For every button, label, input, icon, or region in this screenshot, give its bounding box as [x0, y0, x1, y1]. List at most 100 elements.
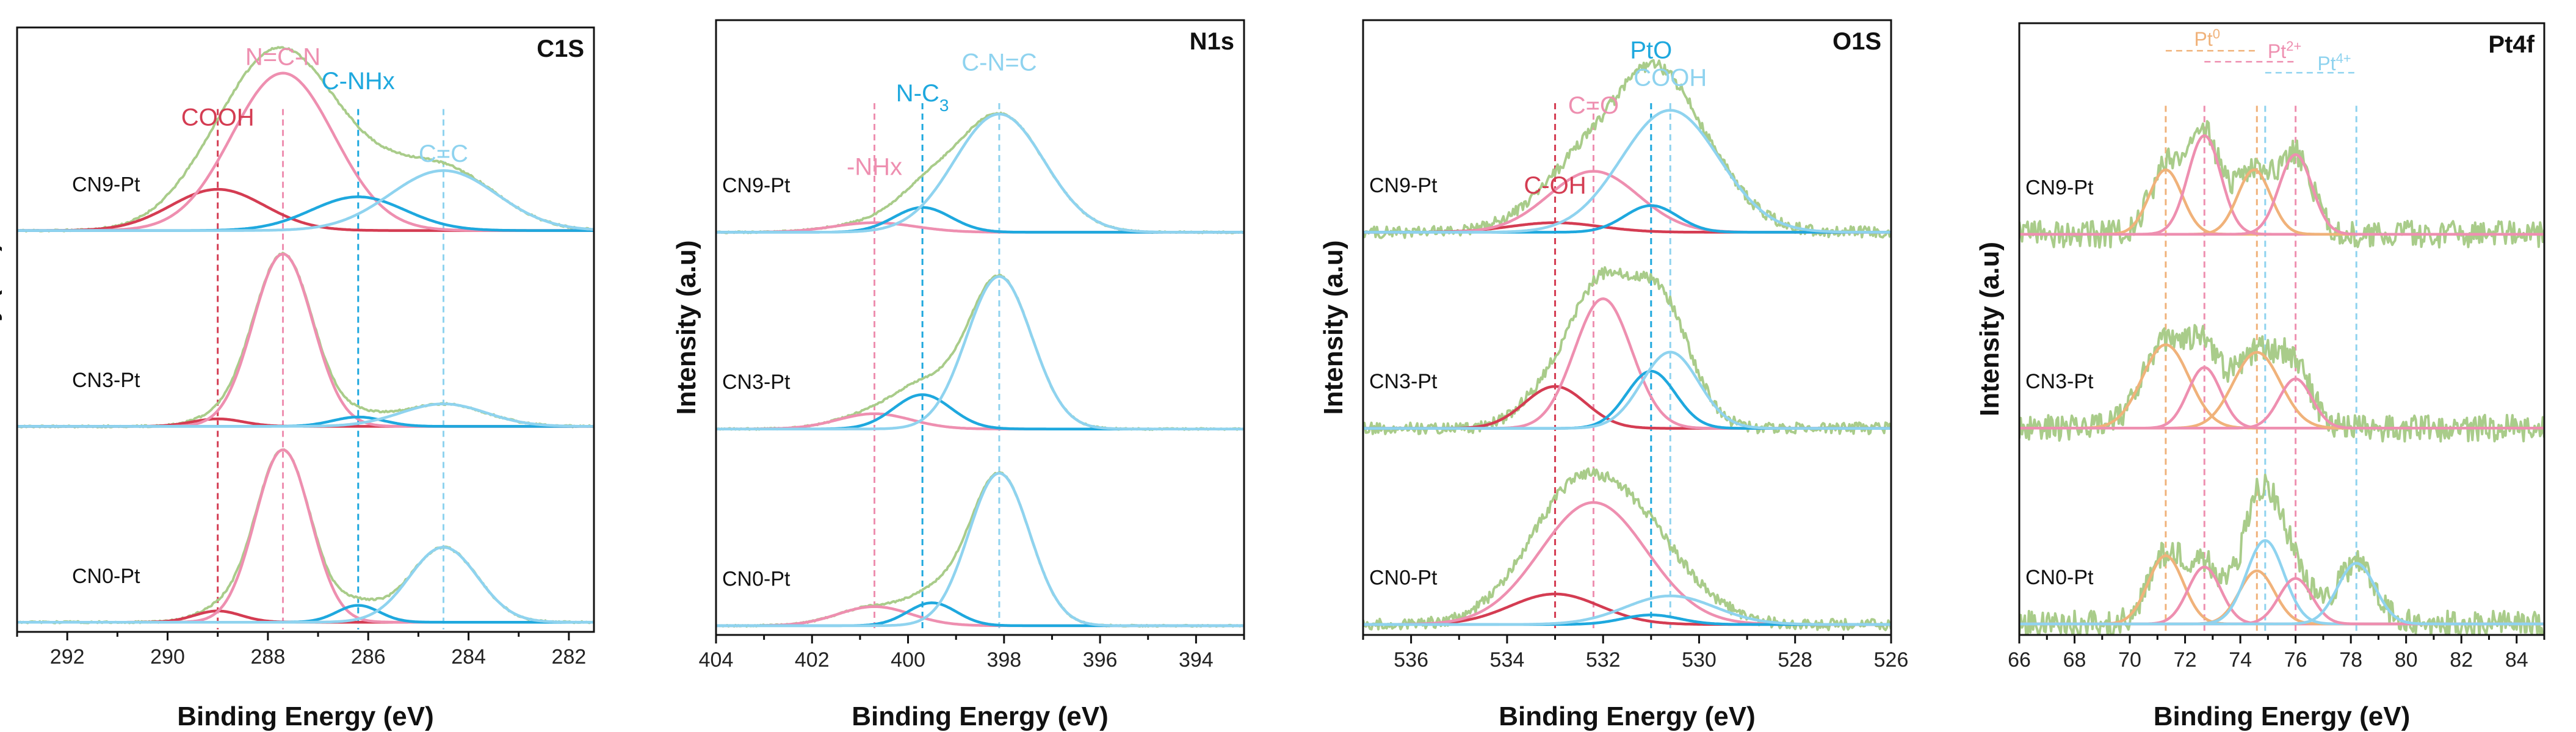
panel-title: C1S: [537, 35, 584, 62]
fit-component: [716, 112, 1244, 234]
sample-label: CN9-Pt: [1369, 174, 1438, 197]
x-tick-label: 68: [2063, 648, 2086, 672]
fit-component: [17, 252, 594, 428]
x-tick-label: 84: [2505, 648, 2528, 672]
sample-label: CN0-Pt: [1369, 566, 1438, 589]
sample-label: CN0-Pt: [72, 565, 140, 588]
component-label-text: Pt: [2317, 53, 2335, 74]
panel-title: N1s: [1190, 28, 1234, 55]
sample-label: CN9-Pt: [722, 174, 791, 197]
spectrum-envelope: [1363, 467, 1891, 631]
x-tick-label: 70: [2118, 648, 2141, 672]
component-label-subscript: 3: [939, 95, 949, 114]
x-axis-label: Binding Energy (eV): [852, 701, 1108, 731]
component-label-text: COOH: [1634, 65, 1707, 92]
sample-label: CN9-Pt: [72, 173, 140, 196]
y-axis-label: Intensity (a.u): [1975, 242, 2005, 416]
component-label-text: C-NHx: [322, 68, 395, 95]
component-label: C-OH: [1524, 172, 1586, 199]
component-label-text: C=O: [1568, 92, 1619, 119]
component-label: PtO: [1630, 37, 1672, 63]
spectrum-envelope: [716, 471, 1244, 628]
x-tick-label: 400: [891, 648, 925, 672]
sample-label: CN0-Pt: [722, 567, 791, 590]
component-label-text: PtO: [1630, 37, 1672, 63]
sample-label: CN3-Pt: [1369, 370, 1438, 393]
component-label: Pt0: [2194, 26, 2220, 51]
component-label-text: COOH: [181, 104, 255, 131]
fit-component: [2019, 565, 2544, 626]
sample-label: CN3-Pt: [722, 371, 791, 394]
component-label-text: C-N=C: [961, 49, 1037, 76]
sample-label: CN0-Pt: [2025, 566, 2094, 589]
fit-component: [17, 448, 594, 624]
fit-component: [2019, 377, 2544, 430]
panel-title: Pt4f: [2488, 31, 2534, 58]
component-label-superscript: 0: [2213, 26, 2220, 42]
x-tick-label: 282: [552, 645, 587, 669]
panel-frame: [715, 19, 1245, 636]
fit-component: [716, 206, 1244, 234]
fit-component: [1363, 350, 1891, 430]
x-tick-label: 536: [1394, 648, 1428, 672]
sample-label: CN9-Pt: [2025, 176, 2094, 200]
plot-area: [1363, 59, 1891, 632]
component-label-superscript: 4+: [2336, 51, 2351, 66]
fit-component: [716, 275, 1244, 430]
y-axis-label: Intensity (a.u): [1319, 240, 1348, 415]
component-label-text: N-C: [896, 80, 939, 107]
fit-component: [716, 412, 1244, 430]
x-tick-label: 76: [2284, 648, 2307, 672]
panel-frame: [16, 26, 595, 633]
component-label: C=O: [1568, 92, 1619, 119]
fit-component: [1363, 170, 1891, 234]
x-tick-label: 534: [1490, 648, 1525, 672]
panel-title: O1S: [1833, 28, 1881, 55]
component-label: N=C-N: [245, 44, 320, 71]
fit-component: [1363, 369, 1891, 430]
fit-component: [17, 169, 594, 232]
fit-component: [17, 546, 594, 624]
x-tick-label: 528: [1778, 648, 1812, 672]
spectrum-envelope: [17, 46, 594, 233]
component-label: COOH: [181, 104, 255, 131]
component-label: Pt2+: [2268, 38, 2301, 63]
y-axis-label: Intensity (a.u): [671, 240, 701, 415]
panel-c1s: CN9-Pt CN3-Pt CN0-Pt COOH N=C-NC-NHx C=C C1S 29…: [0, 26, 595, 731]
component-label: C=C: [419, 140, 468, 167]
component-label: N-C3: [896, 80, 949, 115]
x-tick-label: 288: [251, 645, 286, 669]
x-tick-label: 398: [986, 648, 1021, 672]
fit-component: [2019, 153, 2544, 236]
x-tick-label: 74: [2229, 648, 2252, 672]
spectrum-envelope: [2019, 120, 2544, 249]
plot-area: [2019, 49, 2544, 635]
fit-component: [716, 471, 1244, 628]
component-label-text: N=C-N: [245, 44, 320, 71]
spectrum-envelope: [17, 252, 594, 429]
x-tick-label: 394: [1179, 648, 1214, 672]
x-axis-label: Binding Energy (eV): [2154, 701, 2410, 731]
x-tick-label: 526: [1874, 648, 1909, 672]
x-tick-label: 404: [699, 648, 734, 672]
spectrum-envelope: [716, 111, 1244, 234]
x-tick-label: 72: [2174, 648, 2197, 672]
x-axis-label: Binding Energy (eV): [177, 701, 433, 731]
spectrum-envelope: [17, 448, 594, 625]
fit-component: [2019, 562, 2544, 626]
x-tick-label: 532: [1586, 648, 1621, 672]
fit-component: [2019, 539, 2544, 626]
component-label-text: Pt: [2268, 40, 2286, 62]
fit-component: [1363, 594, 1891, 626]
component-label: C-N=C: [961, 49, 1037, 76]
fit-component: [1363, 297, 1891, 430]
x-tick-label: 66: [2008, 648, 2031, 672]
x-tick-label: 396: [1083, 648, 1118, 672]
component-label: -NHx: [847, 154, 902, 181]
panel-n1s: CN9-Pt CN3-Pt CN0-Pt -NHx N-C3 C-N=C N1s 404 402…: [671, 19, 1245, 731]
sample-label: CN3-Pt: [2025, 370, 2094, 393]
plot-area: [17, 46, 594, 629]
